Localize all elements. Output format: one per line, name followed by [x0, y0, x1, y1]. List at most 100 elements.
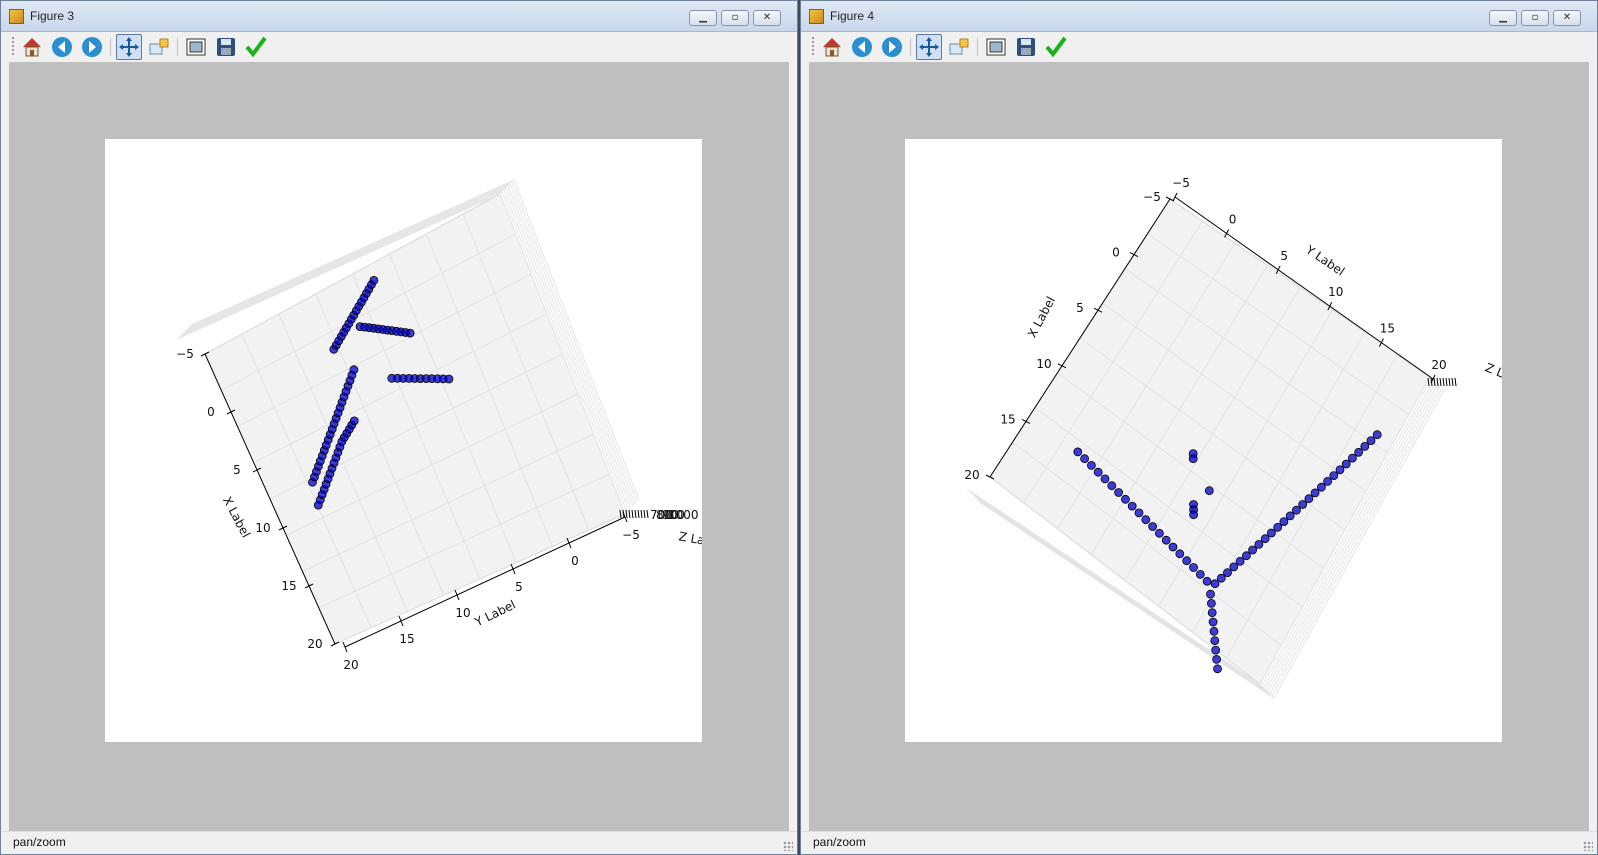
z-axis-tick [1436, 377, 1439, 387]
x-axis-tick-label: −5 [176, 347, 194, 361]
data-point [1304, 494, 1314, 504]
data-point [405, 328, 415, 338]
back-icon [52, 37, 72, 57]
data-point [1354, 447, 1364, 457]
wall-line [974, 383, 1439, 693]
title-bar[interactable]: Figure 3 ▁ ▫ ✕ [1, 1, 797, 32]
wall-line [970, 379, 1435, 689]
data-point [1188, 454, 1198, 464]
zoom-button[interactable] [946, 34, 972, 60]
data-point [1266, 528, 1276, 538]
z-axis-label: Z Label [678, 529, 702, 551]
subplots-button[interactable] [983, 34, 1009, 60]
y-axis-tick-label: 20 [1431, 358, 1446, 372]
window-title: Figure 4 [830, 9, 875, 23]
z-axis-tick [1445, 377, 1448, 387]
wall-line [190, 179, 640, 501]
forward-button[interactable] [879, 34, 905, 60]
x-axis-tick [330, 641, 340, 647]
x-axis-tick-label: 10 [255, 521, 270, 535]
z-axis-tick [619, 509, 622, 519]
data-point [1341, 459, 1351, 469]
check-button[interactable] [243, 34, 269, 60]
data-point [1189, 563, 1198, 572]
app-icon [9, 9, 24, 24]
grid-line [318, 473, 610, 609]
x-axis-tick-label: 15 [1000, 412, 1015, 426]
pan-button[interactable] [116, 34, 142, 60]
scatter-plot-3d[interactable]: −5 0 5 10 15 20 −5 0 5 10 15 20 X Label Y Label Z Labe… [905, 139, 1502, 742]
y-axis-tick [1172, 192, 1178, 202]
grid-line [1012, 441, 1282, 646]
y-axis-tick [342, 641, 348, 653]
chart-area[interactable]: −5 0 5 10 15 20 −5 0 5 10 15 20 X Label Y Label Z Labe… [905, 139, 1502, 742]
home-button[interactable] [19, 34, 45, 60]
data-point [1182, 556, 1192, 566]
navigation-toolbar [809, 32, 1589, 62]
save-button[interactable] [213, 34, 239, 60]
y-axis-tick [510, 563, 516, 575]
data-point [444, 374, 454, 384]
data-point [1206, 598, 1216, 608]
z-axis-tick [1430, 377, 1433, 387]
data-point [1212, 655, 1222, 664]
grid-line [1079, 337, 1346, 531]
y-axis-tick-label: 10 [455, 606, 470, 620]
check-button[interactable] [1043, 34, 1069, 60]
x-axis-label: X Label [1025, 294, 1058, 340]
pan-icon [119, 37, 139, 57]
close-button[interactable]: ✕ [753, 10, 781, 26]
z-axis-tick [625, 509, 628, 519]
z-axis-tick-label: 800 [656, 508, 679, 522]
wall-line [180, 189, 630, 511]
y-axis-tick [566, 537, 572, 549]
status-bar: pan/zoom [1, 831, 797, 854]
home-button[interactable] [819, 34, 845, 60]
wall-line [176, 193, 626, 515]
x-axis-tick [1021, 418, 1031, 424]
figure-canvas[interactable]: −5 0 5 10 15 20 −5 0 5 10 15 20 X Label Y Label Z Labe… [809, 62, 1589, 832]
save-icon [1017, 38, 1035, 56]
close-button[interactable]: ✕ [1553, 10, 1581, 26]
size-grip[interactable] [1583, 841, 1593, 851]
subplots-button[interactable] [183, 34, 209, 60]
data-point [1168, 542, 1178, 552]
data-point [1107, 481, 1117, 491]
back-button[interactable] [49, 34, 75, 60]
subplots-icon [186, 38, 206, 56]
data-point [1073, 447, 1083, 457]
wall-line [980, 389, 1445, 699]
wall-line [186, 183, 636, 505]
chart-area[interactable]: −5 0 5 10 15 20 20 15 10 5 0 −5 700 800 900 1000 X Label… [105, 139, 702, 742]
title-bar[interactable]: Figure 4 ▁ ▫ ✕ [801, 1, 1597, 32]
minimize-button[interactable]: ▁ [689, 10, 717, 26]
z-axis-tick [1433, 377, 1436, 387]
size-grip[interactable] [783, 841, 793, 851]
data-point [1254, 539, 1264, 549]
z-axis-tick [628, 509, 631, 519]
x-axis-tick-label: 5 [1076, 301, 1084, 315]
zoom-button[interactable] [146, 34, 172, 60]
back-button[interactable] [849, 34, 875, 60]
pan-button[interactable] [916, 34, 942, 60]
data-point [1260, 534, 1270, 544]
z-axis-tick [1427, 377, 1430, 387]
figure-canvas[interactable]: −5 0 5 10 15 20 20 15 10 5 0 −5 700 800 900 1000 X Label… [9, 62, 789, 832]
wall-line [976, 385, 1441, 695]
y-axis-tick-label: 15 [1380, 322, 1395, 336]
figure-window-2: Figure 4 ▁ ▫ ✕ −5 0 5 10 15 20 −5 0 5 10 15 20 X Lab… [800, 0, 1598, 855]
maximize-button[interactable]: ▫ [1521, 10, 1549, 26]
grid-line [1225, 353, 1398, 659]
z-axis-tick [622, 509, 625, 519]
y-axis-tick-label: −5 [1172, 176, 1190, 190]
forward-button[interactable] [79, 34, 105, 60]
data-point [1154, 528, 1164, 538]
y-axis-tick-label: 5 [515, 580, 523, 594]
minimize-button[interactable]: ▁ [1489, 10, 1517, 26]
data-point [1206, 589, 1215, 599]
toolbar-separator [177, 38, 178, 56]
save-button[interactable] [1013, 34, 1039, 60]
maximize-button[interactable]: ▫ [721, 10, 749, 26]
data-point [1285, 511, 1295, 521]
